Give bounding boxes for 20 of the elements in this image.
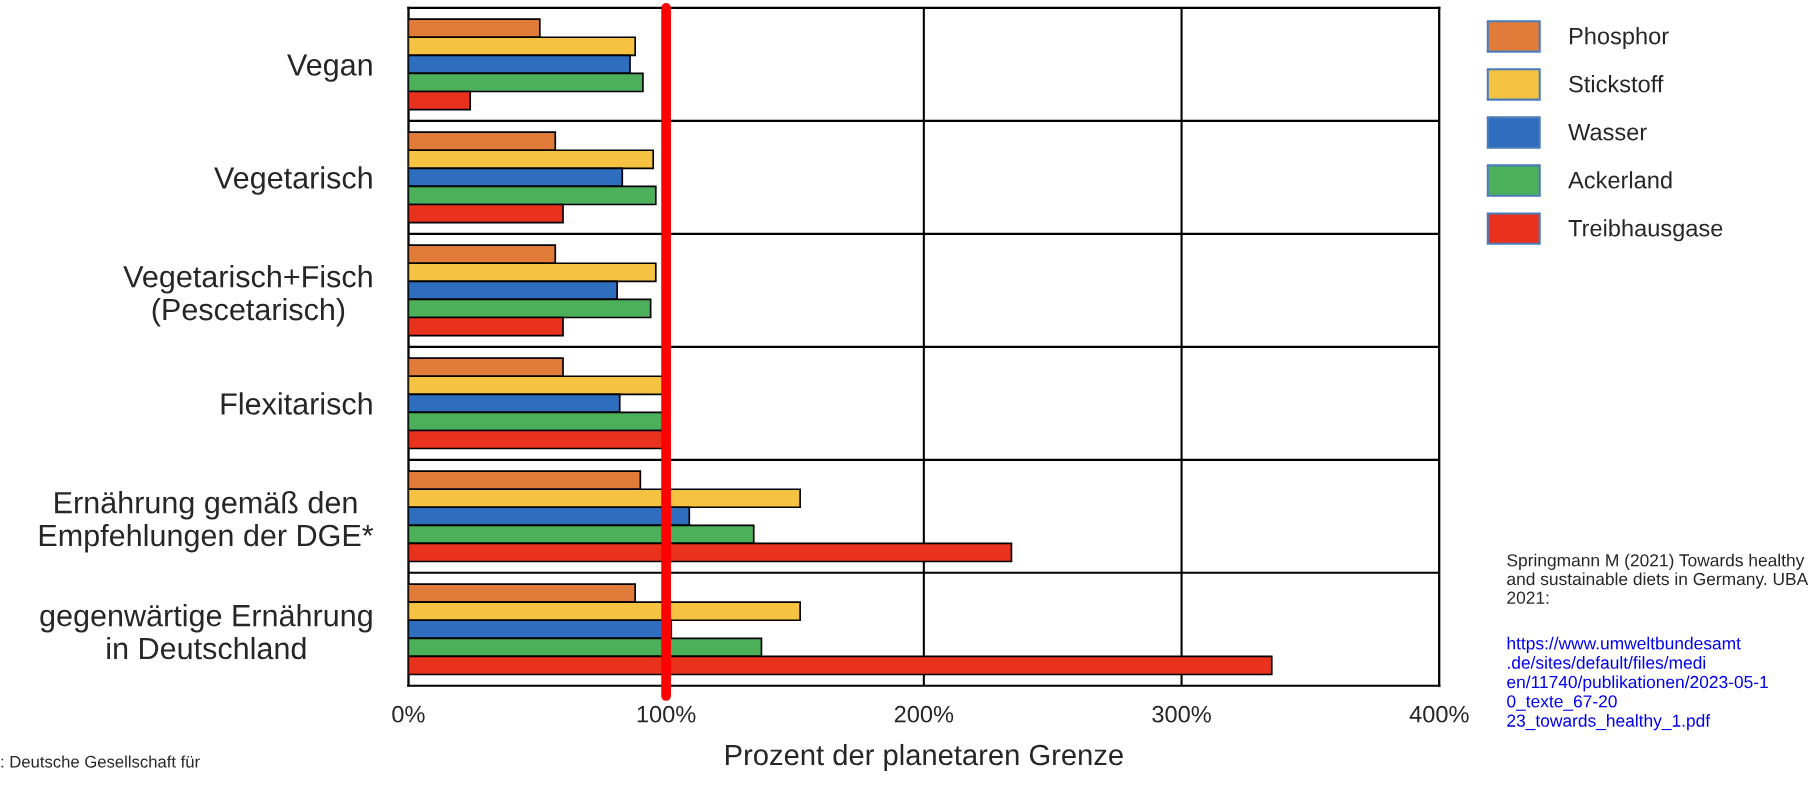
x-tick-label: 300% [1152,705,1211,723]
x-tick-label: 200% [894,705,954,723]
legend-label: Ackerland [1568,171,1672,189]
text: Springmann M (2021) Towards healthy and sustainable diets in Germany. UBA 2021: [1507,553,1809,604]
x-tick-label: 100% [637,705,696,723]
y-tick-label: Vegetarisch+Fisch (Pescetarisch) [123,265,372,327]
y-tick-label: Flexitarisch [221,392,372,415]
legend-label: Wasser [1568,124,1647,141]
text: : Deutsche Gesellschaft für [1,755,200,768]
x-axis-title: Prozent der planetaren Grenze [726,743,1123,772]
legend-label: Treibhausgase [1568,219,1723,242]
legend-label: Stickstoff [1569,75,1664,93]
x-tick-label: 0% [392,705,425,723]
legend-label: Phosphor [1569,27,1669,50]
x-tick-label: 400% [1409,705,1469,723]
y-tick-label: gegenwärtige Ernährung in Deutschland [40,603,372,660]
y-tick-label: Vegan [287,54,372,82]
y-tick-label: Ernährung gemäß den Empfehlungen der DGE* [39,491,374,553]
text: https://www.umweltbundesamt.de/sites/default/files/medien/11740/publikationen/2023-05-10_texte_67-2023_towards_healthy_1.pdf [1507,636,1768,731]
y-tick-label: Vegetarisch [214,166,372,195]
